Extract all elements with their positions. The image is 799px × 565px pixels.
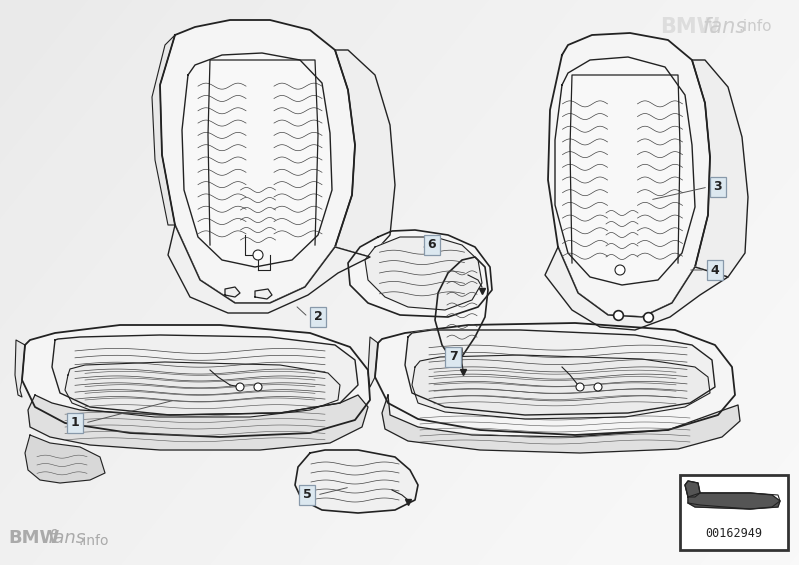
Text: 1: 1 bbox=[70, 416, 79, 429]
Polygon shape bbox=[25, 435, 105, 483]
Bar bbox=[680, 475, 788, 550]
Polygon shape bbox=[545, 247, 728, 330]
Circle shape bbox=[576, 383, 584, 391]
Polygon shape bbox=[405, 330, 715, 415]
Text: .info: .info bbox=[738, 19, 772, 34]
Polygon shape bbox=[335, 50, 395, 257]
Text: 5: 5 bbox=[303, 489, 312, 502]
Circle shape bbox=[615, 265, 625, 275]
Polygon shape bbox=[255, 289, 272, 299]
Polygon shape bbox=[28, 395, 368, 450]
Text: BMW: BMW bbox=[8, 529, 59, 547]
Polygon shape bbox=[52, 335, 358, 415]
Circle shape bbox=[254, 383, 262, 391]
Polygon shape bbox=[685, 481, 700, 497]
Text: .info: .info bbox=[78, 534, 109, 548]
Text: fans: fans bbox=[703, 17, 747, 37]
Text: 00162949: 00162949 bbox=[706, 527, 762, 540]
Polygon shape bbox=[225, 287, 240, 297]
Text: 2: 2 bbox=[314, 311, 322, 324]
Polygon shape bbox=[412, 355, 710, 419]
Text: 7: 7 bbox=[448, 350, 457, 363]
Polygon shape bbox=[548, 33, 710, 317]
Polygon shape bbox=[348, 230, 492, 317]
Polygon shape bbox=[435, 257, 488, 360]
Polygon shape bbox=[182, 53, 332, 267]
Polygon shape bbox=[382, 395, 740, 453]
Polygon shape bbox=[692, 60, 748, 277]
Circle shape bbox=[253, 250, 263, 260]
Polygon shape bbox=[375, 323, 735, 435]
Circle shape bbox=[236, 383, 244, 391]
Text: BMW: BMW bbox=[660, 17, 720, 37]
Polygon shape bbox=[368, 337, 378, 387]
Text: fans: fans bbox=[48, 529, 86, 547]
Text: 4: 4 bbox=[710, 263, 719, 276]
Polygon shape bbox=[152, 35, 175, 225]
Polygon shape bbox=[160, 20, 355, 303]
Text: 3: 3 bbox=[714, 180, 722, 193]
Polygon shape bbox=[295, 450, 418, 513]
Circle shape bbox=[594, 383, 602, 391]
Polygon shape bbox=[22, 325, 370, 437]
Polygon shape bbox=[555, 57, 695, 285]
Text: 6: 6 bbox=[427, 238, 436, 251]
Polygon shape bbox=[365, 237, 482, 310]
Polygon shape bbox=[65, 362, 340, 417]
Polygon shape bbox=[168, 225, 370, 313]
Polygon shape bbox=[15, 340, 25, 397]
Polygon shape bbox=[688, 493, 780, 509]
